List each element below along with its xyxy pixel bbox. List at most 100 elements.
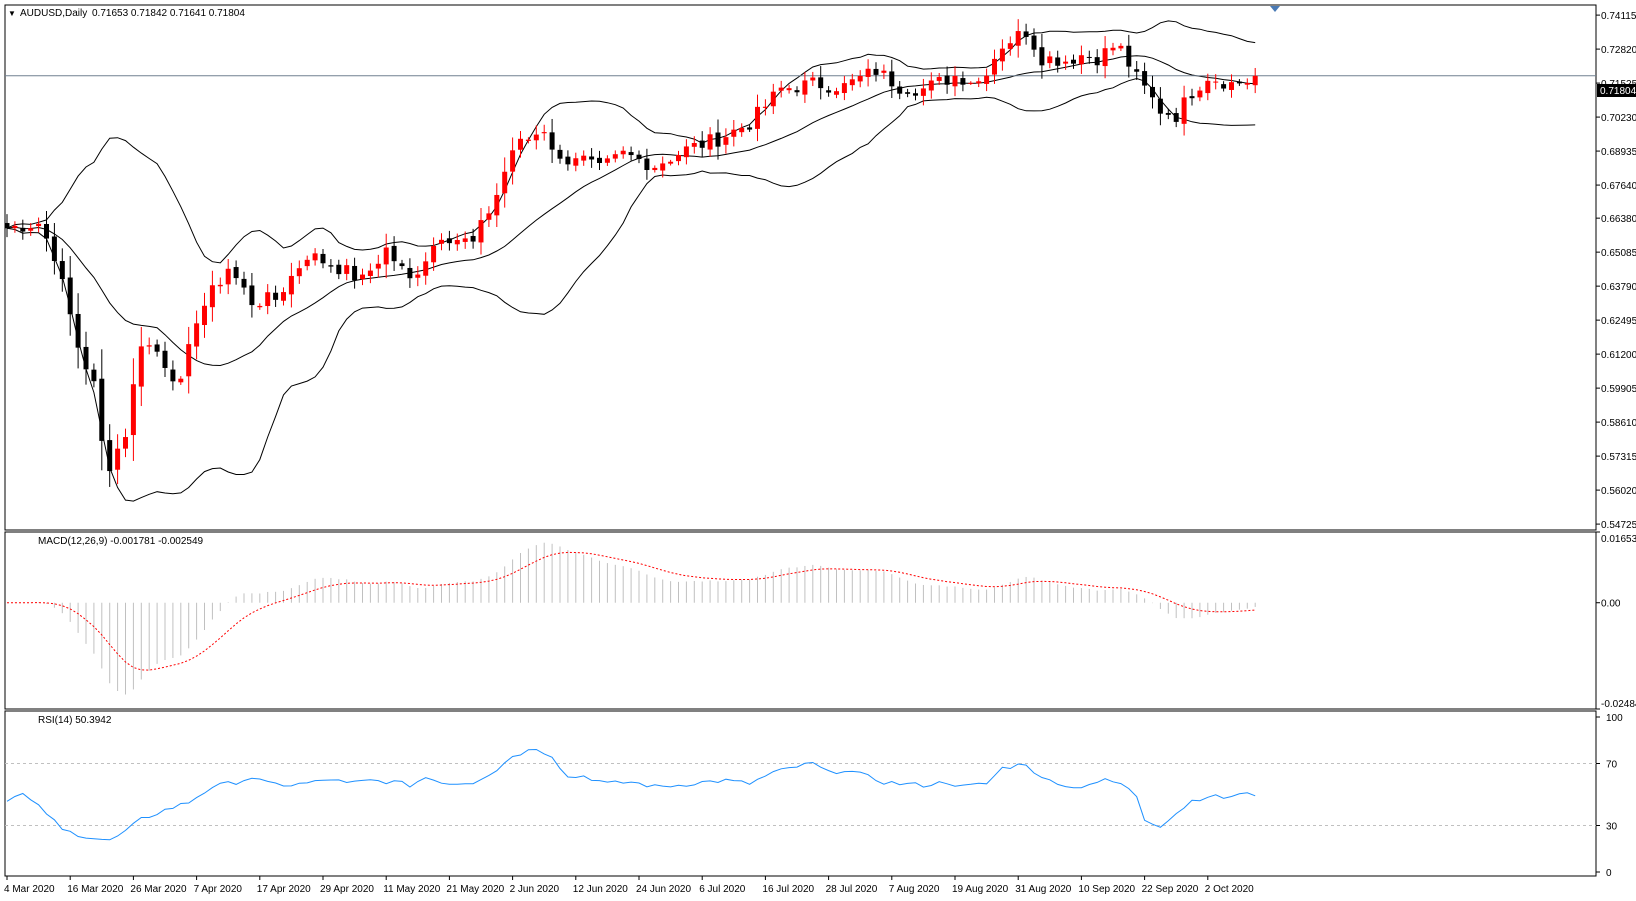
candle-body xyxy=(170,369,176,382)
candle-body xyxy=(1205,80,1211,94)
rsi-plot-layer xyxy=(5,748,1596,841)
candle-body xyxy=(249,285,255,306)
candle-body xyxy=(889,71,895,87)
candle-body xyxy=(162,350,168,368)
macd-plot-layer xyxy=(7,542,1256,695)
candle-body xyxy=(1213,81,1219,83)
candle-body xyxy=(1252,75,1258,86)
macd-axis-tick-label: 0.016538 xyxy=(1601,534,1636,545)
candle-body xyxy=(288,275,294,295)
candle-body xyxy=(336,264,342,275)
time-axis-tick-label: 7 Apr 2020 xyxy=(194,884,243,895)
time-axis-tick-label: 4 Mar 2020 xyxy=(4,884,55,895)
candle-body xyxy=(241,278,247,288)
main-header-ohlc: 0.71653 0.71842 0.71641 0.71804 xyxy=(92,8,245,19)
rsi-axis-tick-label: 0 xyxy=(1606,868,1612,879)
candle-body xyxy=(1071,59,1076,64)
candle-body xyxy=(857,75,863,82)
price-axis-tick-label: 0.63790 xyxy=(1601,282,1636,293)
candle-body xyxy=(573,158,579,166)
candle-body xyxy=(992,58,997,75)
candle-body xyxy=(1055,57,1061,66)
chart-menu-arrow-icon[interactable]: ▼ xyxy=(8,9,16,18)
rsi-panel-border xyxy=(4,710,1597,877)
candle-body xyxy=(905,92,911,94)
time-axis-tick-label: 6 Jul 2020 xyxy=(699,884,746,895)
candle-body xyxy=(644,158,650,170)
candle-body xyxy=(715,132,721,147)
candle-body xyxy=(233,267,239,279)
macd-panel-border xyxy=(4,531,1597,710)
candle-body xyxy=(304,259,310,267)
price-axis-tick-label: 0.65085 xyxy=(1601,248,1636,259)
candle-body xyxy=(1244,83,1250,85)
time-axis-tick-label: 24 Jun 2020 xyxy=(636,884,691,895)
candle-body xyxy=(928,80,934,91)
price-axis-tick-label: 0.68935 xyxy=(1601,147,1636,158)
candle-body xyxy=(1023,31,1029,37)
candle-body xyxy=(1094,57,1100,66)
candle-body xyxy=(399,263,405,267)
time-axis-tick-label: 21 May 2020 xyxy=(446,884,504,895)
candle-body xyxy=(518,138,523,150)
candle-body xyxy=(707,134,713,150)
candle-body xyxy=(383,247,389,265)
time-axis-tick-label: 29 Apr 2020 xyxy=(320,884,374,895)
candle-body xyxy=(431,245,437,263)
candle-body xyxy=(296,268,302,277)
price-axis-tick-label: 0.62495 xyxy=(1601,316,1636,327)
candle-body xyxy=(67,277,73,315)
rsi-axis-tick-label: 30 xyxy=(1606,822,1618,833)
candle-body xyxy=(691,143,697,147)
candle-body xyxy=(1189,96,1195,99)
candle-body xyxy=(138,346,144,387)
candle-body xyxy=(91,369,97,382)
candle-body xyxy=(984,75,990,84)
candle-body xyxy=(1165,112,1171,115)
candle-body xyxy=(920,88,926,96)
candle-body xyxy=(1118,45,1124,49)
candle-body xyxy=(209,285,215,308)
time-axis-tick-label: 7 Aug 2020 xyxy=(889,884,940,895)
candle-body xyxy=(541,132,547,134)
candle-body xyxy=(83,346,89,370)
chart-shift-marker-icon[interactable] xyxy=(1270,6,1280,12)
time-axis-tick-label: 16 Jul 2020 xyxy=(762,884,814,895)
candle-body xyxy=(510,150,516,172)
price-axis-tick-label: 0.58610 xyxy=(1601,418,1636,429)
candle-body xyxy=(146,345,152,347)
time-axis-tick-label: 16 Mar 2020 xyxy=(67,884,124,895)
candle-body xyxy=(320,253,326,264)
candle-body xyxy=(352,265,358,281)
candle-body xyxy=(612,154,618,159)
candle-body xyxy=(952,75,958,87)
rsi-header: RSI(14) 50.3942 xyxy=(38,715,112,726)
candle-body xyxy=(454,240,460,245)
main-header-symbol: AUDUSD,Daily xyxy=(20,8,87,19)
candle-body xyxy=(841,83,847,94)
candle-body xyxy=(1236,81,1242,84)
price-axis-tick-label: 0.70230 xyxy=(1601,113,1636,124)
time-axis-tick-label: 11 May 2020 xyxy=(383,884,441,895)
candle-body xyxy=(391,245,397,262)
candle-body xyxy=(999,48,1005,62)
candle-body xyxy=(202,305,207,326)
candle-body xyxy=(328,265,334,267)
main-panel-border xyxy=(4,4,1597,531)
price-axis-tick-label: 0.66380 xyxy=(1601,214,1636,225)
candle-body xyxy=(660,163,666,171)
candle-body xyxy=(881,70,887,73)
axis-layer: 0.741150.728200.715250.702300.689350.676… xyxy=(4,11,1636,895)
candle-body xyxy=(628,152,634,156)
candle-body xyxy=(557,149,563,159)
candle-body xyxy=(762,106,768,108)
time-axis-tick-label: 2 Jun 2020 xyxy=(510,884,560,895)
candle-body xyxy=(1015,31,1021,46)
candle-body xyxy=(186,344,192,377)
candle-body xyxy=(944,75,950,85)
price-axis-tick-label: 0.61200 xyxy=(1601,350,1636,361)
candle-body xyxy=(936,77,942,81)
candle-body xyxy=(375,263,381,269)
candle-body xyxy=(1173,113,1179,122)
candle-body xyxy=(676,154,681,162)
